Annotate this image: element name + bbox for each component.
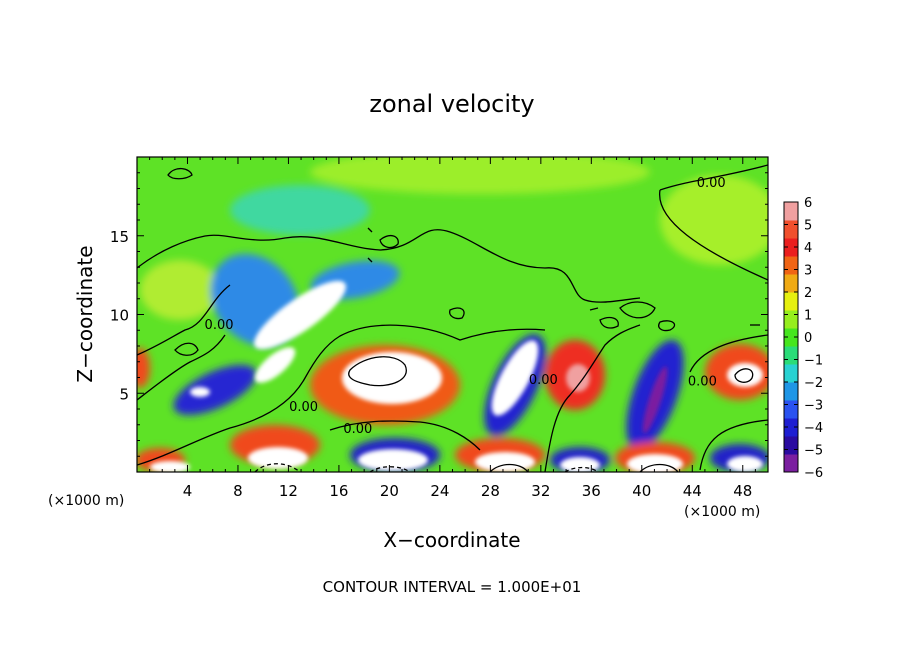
colorbar-segment — [784, 274, 798, 293]
colorbar-tick-label: 0 — [804, 331, 812, 346]
colorbar-segment — [784, 238, 798, 257]
colorbar-tick-label: 1 — [804, 309, 812, 324]
contour-label: 0.00 — [697, 176, 726, 191]
colorbar-tick-label: 5 — [804, 219, 812, 234]
y-axis-label: Z−coordinate — [73, 245, 97, 382]
colorbar-tick-label: 4 — [804, 241, 812, 256]
colorbar-segment — [784, 310, 798, 329]
colorbar-segment — [784, 400, 798, 419]
contour-interval-note: CONTOUR INTERVAL = 1.000E+01 — [323, 578, 582, 596]
x-tick-label: 48 — [733, 482, 752, 500]
colorbar-tick-label: 6 — [804, 196, 812, 211]
colorbar-segment — [784, 364, 798, 383]
colorbar-tick-label: 2 — [804, 286, 812, 301]
colorbar-tick-label: −3 — [804, 399, 823, 414]
x-tick-label: 44 — [683, 482, 702, 500]
x-tick-label: 40 — [632, 482, 651, 500]
x-tick-label: 8 — [233, 482, 243, 500]
colorbar-segment — [784, 382, 798, 401]
contour-labels: 0.00 0.00 0.00 0.00 0.00 0.00 — [205, 176, 726, 437]
contour-label: 0.00 — [289, 400, 318, 415]
x-tick-label: 28 — [481, 482, 500, 500]
colorbar-segment — [784, 220, 798, 239]
x-tick-label: 24 — [430, 482, 449, 500]
colorbar-segment — [784, 256, 798, 275]
contour-label: 0.00 — [205, 318, 234, 333]
x-tick-label: 36 — [582, 482, 601, 500]
x-tick-label: 32 — [531, 482, 550, 500]
contour-lines — [137, 164, 768, 472]
contour-label: 0.00 — [343, 422, 372, 437]
colorbar-segment — [784, 418, 798, 437]
colorbar-tick-label: −5 — [804, 444, 823, 459]
colorbar-segment — [784, 292, 798, 311]
x-tick-label: 12 — [279, 482, 298, 500]
y-tick-label: 5 — [119, 385, 129, 403]
colorbar-segment — [784, 436, 798, 455]
colorbar: 6 5 4 3 2 1 0 −1 −2 −3 −4 −5 −6 — [783, 196, 823, 481]
x-unit-right: (×1000 m) — [684, 504, 760, 520]
colorbar-tick-label: 3 — [804, 264, 812, 279]
y-axis: 5 10 15 — [110, 172, 768, 457]
chart-title: zonal velocity — [369, 90, 534, 118]
colorbar-tick-label: −4 — [804, 421, 823, 436]
y-tick-label: 15 — [110, 228, 129, 246]
contour-label: 0.00 — [688, 375, 717, 390]
x-tick-label: 4 — [183, 482, 193, 500]
colorbar-tick-label: −1 — [804, 354, 823, 369]
x-axis-label: X−coordinate — [383, 528, 520, 552]
colorbar-tick-label: −6 — [804, 466, 823, 481]
x-tick-label: 20 — [380, 482, 399, 500]
colorbar-segment — [784, 202, 798, 221]
colorbar-segment — [784, 346, 798, 365]
heatmap-field — [137, 157, 768, 472]
x-axis: 4 8 12 16 20 24 28 32 36 40 44 48 — [149, 157, 756, 500]
colorbar-segment — [784, 454, 798, 473]
colorbar-tick-label: −2 — [804, 376, 823, 391]
colorbar-segment — [784, 328, 798, 347]
contour-label: 0.00 — [529, 373, 558, 388]
x-unit-left: (×1000 m) — [48, 493, 124, 509]
x-tick-label: 16 — [329, 482, 348, 500]
y-tick-label: 10 — [110, 307, 129, 325]
